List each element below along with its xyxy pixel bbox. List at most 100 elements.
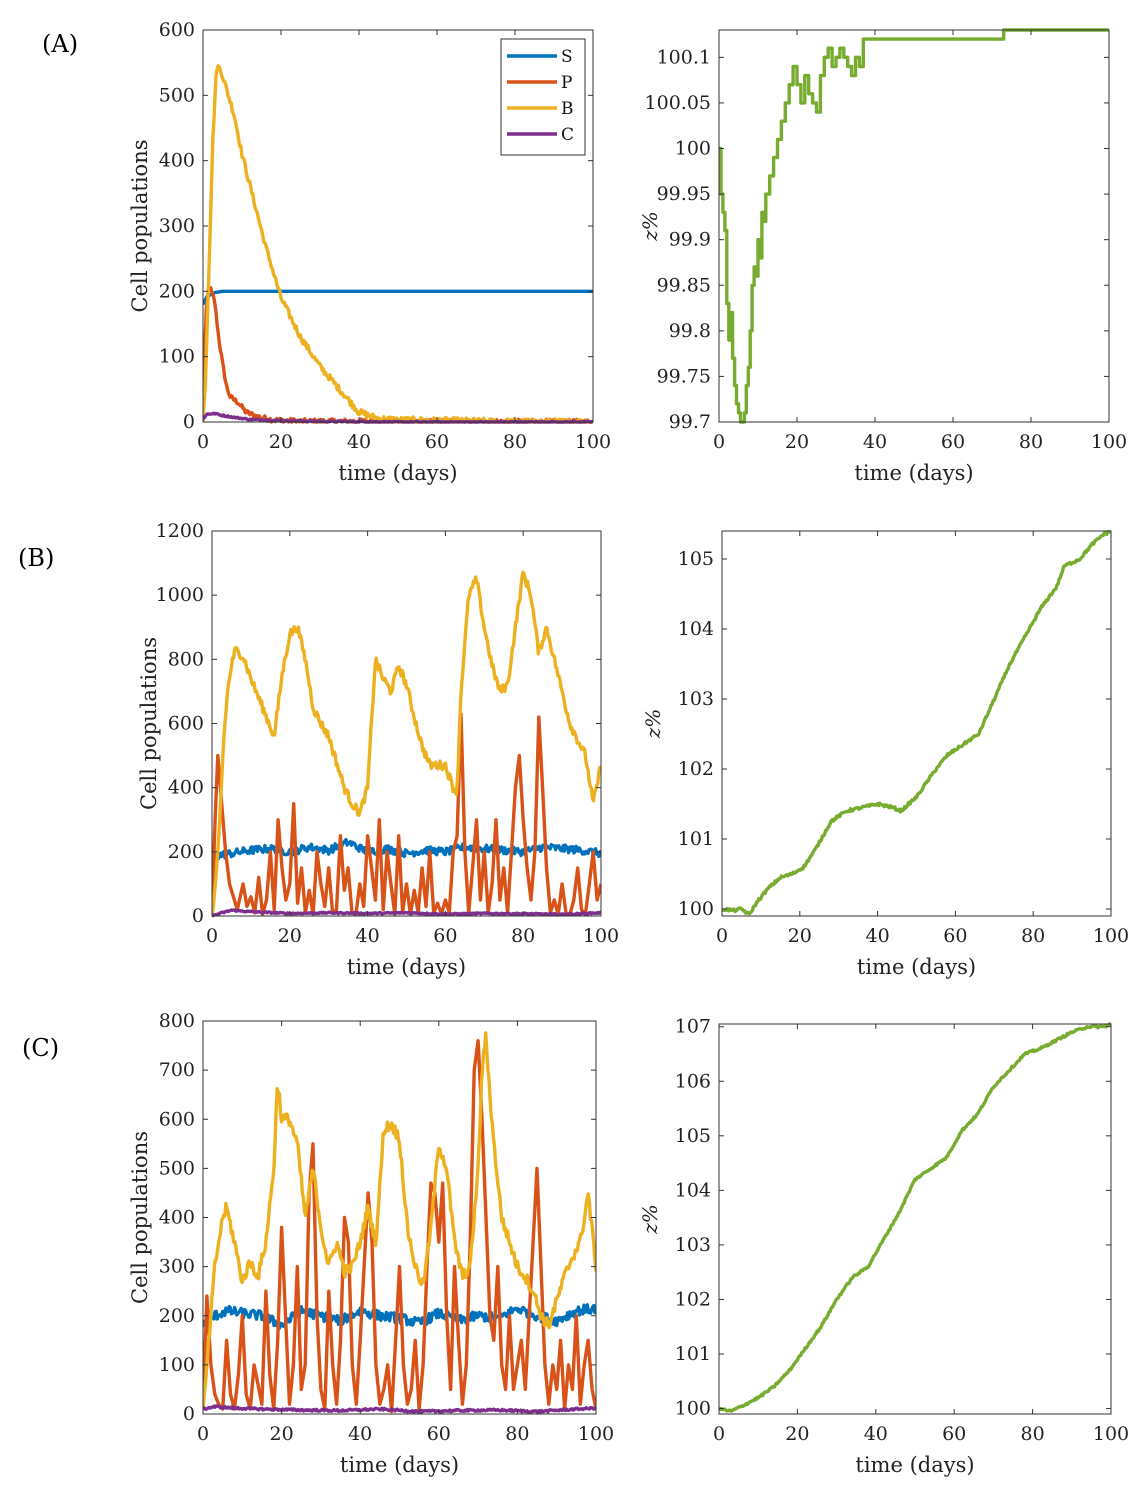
y-tick-label: 99.75	[657, 365, 711, 387]
x-tick-label: 80	[511, 925, 535, 947]
chart-1: 0 20 40 60 80 100 99.7 99.75 99.8 99.85 99.9 99.95 1…	[638, 28, 1127, 485]
y-tick-label: 500	[159, 1157, 195, 1179]
y-tick-label: 99.7	[669, 411, 711, 433]
y-axis-label: Cell populations	[128, 1131, 152, 1304]
chart-0: 0 20 40 60 80 100 0 100 200 300 400 500 600 time (day…	[128, 19, 611, 485]
legend-label-p: P	[561, 73, 572, 93]
series-line-b	[203, 1031, 596, 1411]
x-tick-label: 80	[1019, 431, 1043, 453]
y-tick-label: 1000	[156, 584, 204, 606]
y-tick-label: 102	[675, 1288, 711, 1310]
x-tick-label: 100	[1093, 1423, 1129, 1445]
y-tick-label: 200	[168, 841, 204, 863]
x-tick-label: 80	[1021, 1423, 1045, 1445]
y-tick-label: 800	[168, 648, 204, 670]
panel-label-b: (B)	[18, 544, 54, 572]
y-tick-label: 100	[675, 1398, 711, 1420]
legend-label-b: B	[561, 99, 574, 119]
y-tick-label: 800	[159, 1010, 195, 1032]
x-axis-label: time (days)	[340, 1453, 459, 1477]
x-tick-label: 100	[1091, 431, 1127, 453]
x-tick-label: 20	[278, 925, 302, 947]
series-line-s	[203, 289, 593, 306]
y-tick-label: 103	[678, 688, 714, 710]
y-tick-label: 400	[159, 1207, 195, 1229]
series-line-c	[203, 1404, 596, 1415]
x-tick-label: 40	[863, 431, 887, 453]
axes-frame	[718, 1023, 1112, 1415]
axes-frame	[718, 29, 1110, 423]
x-tick-label: 0	[197, 431, 209, 453]
y-tick-label: 1200	[156, 520, 204, 542]
y-tick-label: 400	[168, 777, 204, 799]
panel-label-a: (A)	[42, 30, 78, 58]
x-tick-label: 80	[505, 1423, 529, 1445]
series-line-p	[212, 712, 601, 917]
chart-4: 0 20 40 60 80 100 0 100 200 300 400 500 600 700 800 tim…	[128, 1010, 614, 1477]
y-tick-label: 105	[675, 1125, 711, 1147]
x-tick-label: 60	[425, 431, 449, 453]
x-tick-label: 60	[941, 431, 965, 453]
x-axis-label: time (days)	[855, 1453, 974, 1477]
x-tick-label: 40	[348, 1423, 372, 1445]
y-axis-label: Cell populations	[137, 637, 161, 810]
y-tick-label: 0	[183, 411, 195, 433]
series-line-p	[203, 285, 593, 424]
x-tick-label: 40	[866, 925, 890, 947]
y-tick-label: 0	[192, 905, 204, 927]
y-tick-label: 103	[675, 1234, 711, 1256]
chart-5: 0 20 40 60 80 100 100 101 102 103 104 105 106 107 time…	[638, 1016, 1129, 1477]
y-tick-label: 500	[159, 84, 195, 106]
x-tick-label: 20	[785, 431, 809, 453]
y-tick-label: 0	[183, 1403, 195, 1425]
y-tick-label: 100	[159, 346, 195, 368]
x-tick-label: 40	[864, 1423, 888, 1445]
y-tick-label: 101	[678, 828, 714, 850]
x-axis-label: time (days)	[347, 955, 466, 979]
y-axis-label: z%	[641, 709, 665, 740]
y-tick-label: 100.1	[657, 46, 711, 68]
y-tick-label: 100	[675, 138, 711, 160]
x-tick-label: 0	[206, 925, 218, 947]
series-line-b	[212, 570, 601, 916]
x-tick-label: 20	[788, 925, 812, 947]
x-tick-label: 20	[785, 1423, 809, 1445]
y-tick-label: 99.8	[669, 320, 711, 342]
x-axis-label: time (days)	[854, 461, 973, 485]
x-tick-label: 100	[578, 1423, 614, 1445]
y-tick-label: 104	[675, 1179, 711, 1201]
y-tick-label: 99.9	[669, 229, 711, 251]
x-tick-label: 0	[713, 1423, 725, 1445]
y-tick-label: 107	[675, 1016, 711, 1038]
x-tick-label: 60	[942, 1423, 966, 1445]
x-tick-label: 80	[1021, 925, 1045, 947]
x-tick-label: 0	[716, 925, 728, 947]
y-tick-label: 600	[159, 1108, 195, 1130]
series-line-c	[212, 908, 601, 918]
y-tick-label: 300	[159, 1256, 195, 1278]
x-tick-label: 60	[427, 1423, 451, 1445]
series-line-z	[719, 1022, 1111, 1413]
y-tick-label: 105	[678, 548, 714, 570]
y-tick-label: 600	[168, 713, 204, 735]
y-tick-label: 100	[159, 1354, 195, 1376]
x-tick-label: 0	[713, 431, 725, 453]
x-tick-label: 60	[943, 925, 967, 947]
x-tick-label: 100	[575, 431, 611, 453]
x-tick-label: 100	[1093, 925, 1129, 947]
y-tick-label: 100.05	[645, 92, 711, 114]
x-tick-label: 40	[356, 925, 380, 947]
panel-label-c: (C)	[22, 1034, 59, 1062]
legend-label-s: S	[561, 47, 573, 67]
x-tick-label: 80	[503, 431, 527, 453]
x-tick-label: 60	[433, 925, 457, 947]
y-tick-label: 200	[159, 280, 195, 302]
y-axis-label: z%	[638, 211, 662, 242]
y-tick-label: 400	[159, 150, 195, 172]
y-tick-label: 200	[159, 1305, 195, 1327]
x-axis-label: time (days)	[338, 461, 457, 485]
series-line-z	[722, 529, 1111, 916]
y-tick-label: 100	[678, 898, 714, 920]
